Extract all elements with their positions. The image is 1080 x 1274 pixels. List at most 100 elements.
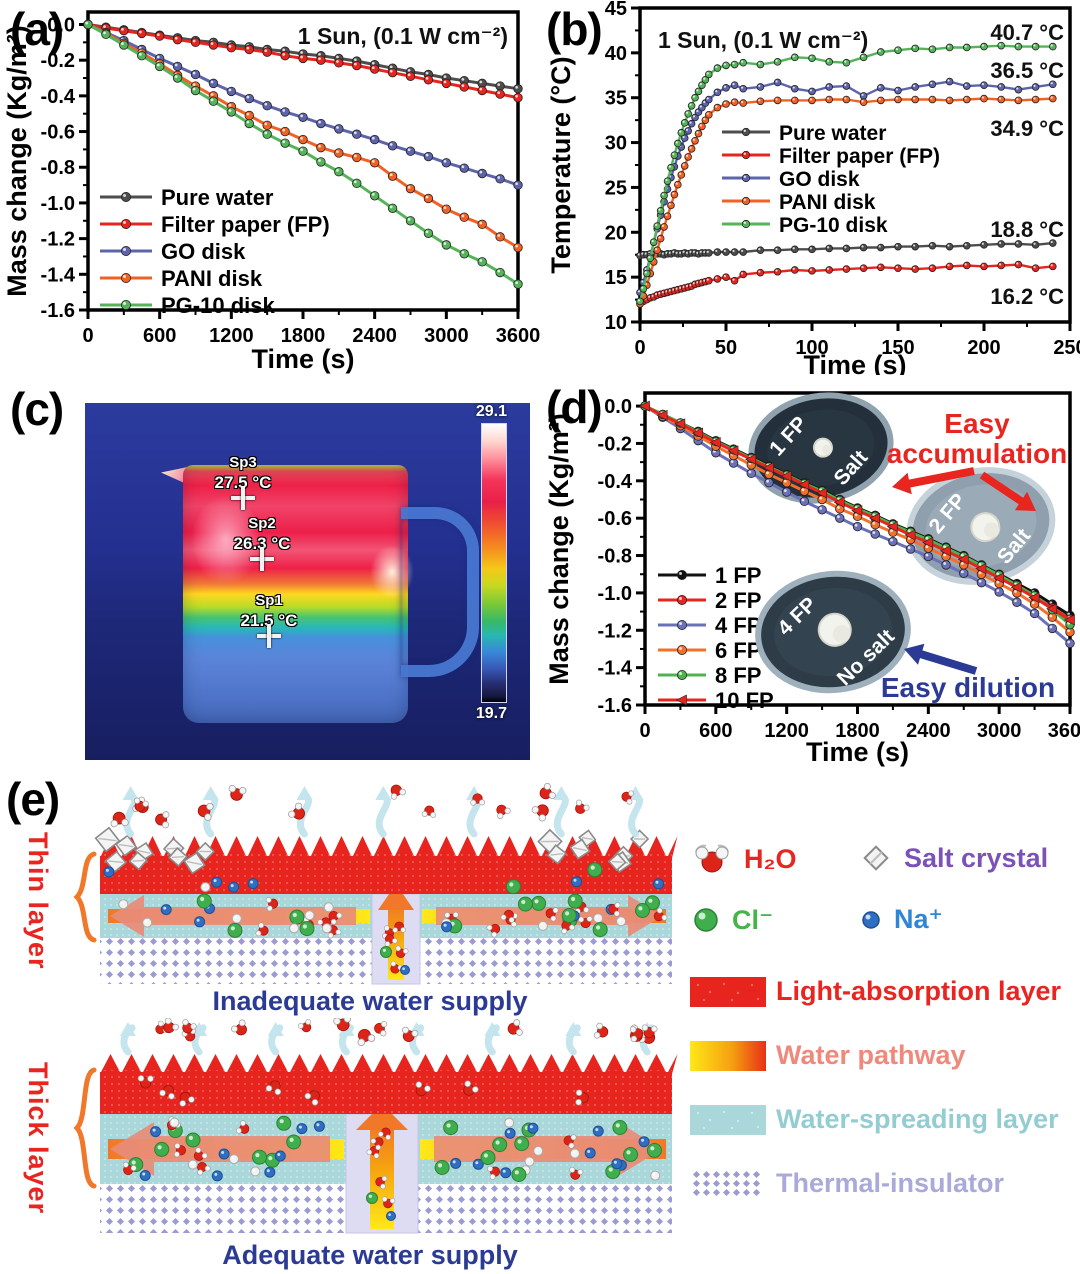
thick-layer-diagram (73, 1018, 678, 1234)
water-molecule-icon (690, 840, 734, 878)
legend-item-label: Thermal-insulator (776, 1168, 1005, 1198)
svg-text:-1.2: -1.2 (598, 620, 632, 642)
panel-e: (e) Thin layer Thick layer Inadequate wa… (0, 770, 1080, 1274)
svg-text:Time (s): Time (s) (806, 737, 909, 767)
svg-text:600: 600 (143, 325, 176, 347)
legend-item-salt-crystal: Salt crystal (858, 840, 1048, 876)
svg-text:20: 20 (605, 222, 627, 244)
svg-text:Easy dilution: Easy dilution (881, 672, 1055, 703)
svg-text:Filter paper (FP): Filter paper (FP) (161, 212, 330, 237)
svg-text:10: 10 (605, 312, 627, 334)
legend-item-label: Water-spreading layer (776, 1104, 1059, 1134)
thermal-colorbar (481, 423, 507, 703)
svg-text:0.0: 0.0 (47, 14, 75, 36)
svg-text:0: 0 (634, 337, 645, 359)
thick-layer-caption: Adequate water supply (222, 1240, 518, 1270)
svg-text:-1.4: -1.4 (41, 264, 76, 286)
svg-text:-0.4: -0.4 (41, 86, 76, 108)
svg-text:6 FP: 6 FP (715, 638, 761, 663)
svg-text:0: 0 (82, 325, 93, 347)
svg-text:-1.6: -1.6 (41, 300, 75, 322)
svg-text:Time (s): Time (s) (251, 344, 354, 374)
svg-text:-0.8: -0.8 (598, 546, 632, 568)
svg-text:2 FP: 2 FP (715, 588, 761, 613)
spot-temperature: 27.5 °C (214, 473, 272, 492)
svg-text:GO disk: GO disk (779, 168, 860, 191)
legend-item-h-o: H₂O (690, 840, 797, 878)
legend-item-water-pathway: Water pathway (690, 1040, 966, 1071)
svg-text:0.0: 0.0 (604, 396, 632, 418)
svg-text:PANI disk: PANI disk (779, 191, 876, 214)
svg-text:accumulation: accumulation (887, 438, 1067, 469)
svg-text:1200: 1200 (764, 720, 809, 742)
svg-text:10 FP: 10 FP (715, 688, 774, 713)
spot-temperature: 21.5 °C (240, 611, 298, 630)
svg-text:0: 0 (639, 720, 650, 742)
legend-item-label: H₂O (744, 843, 797, 874)
svg-text:Easy: Easy (944, 408, 1010, 439)
svg-text:PANI disk: PANI disk (161, 266, 263, 291)
thin-layer-caption: Inadequate water supply (212, 986, 528, 1016)
svg-text:45: 45 (605, 0, 627, 20)
svg-text:Pure water: Pure water (161, 185, 274, 210)
svg-text:35: 35 (605, 88, 627, 110)
svg-text:-0.8: -0.8 (41, 157, 75, 179)
svg-text:1 FP: 1 FP (715, 563, 761, 588)
thermal-insulator-swatch (690, 1168, 766, 1199)
svg-text:1200: 1200 (209, 325, 254, 347)
svg-text:18.8 °C: 18.8 °C (990, 217, 1064, 242)
svg-text:40: 40 (605, 43, 627, 65)
svg-text:Mass change (Kg/m²): Mass change (Kg/m²) (2, 25, 32, 297)
mass-change-materials-chart: 0 600 1200 1800 2400 3000 3600 -1.6 -1.4 -1.2 -1.0… (2, 10, 540, 374)
svg-text:250: 250 (1053, 337, 1080, 359)
salt-crystal-icon (858, 840, 894, 876)
svg-text:36.5 °C: 36.5 °C (990, 58, 1064, 83)
svg-text:4 FP: 4 FP (715, 613, 761, 638)
legend-item-light-absorption-layer: Light-absorption layer (690, 976, 1061, 1007)
water-pathway-swatch (690, 1040, 766, 1071)
svg-text:-0.6: -0.6 (598, 508, 632, 530)
thin-layer-diagram (73, 782, 678, 985)
svg-text:50: 50 (715, 337, 737, 359)
light-absorption-swatch (690, 976, 766, 1007)
svg-text:-0.2: -0.2 (598, 433, 632, 455)
panel-e-letter: (e) (6, 773, 60, 825)
svg-text:8 FP: 8 FP (715, 663, 761, 688)
svg-text:3600: 3600 (496, 325, 540, 347)
panel-d-letter: (d) (546, 381, 603, 433)
svg-text:-1.2: -1.2 (41, 229, 75, 251)
svg-text:1 Sun, (0.1 W cm⁻²): 1 Sun, (0.1 W cm⁻²) (298, 23, 508, 49)
svg-text:3000: 3000 (977, 720, 1022, 742)
svg-text:100: 100 (795, 337, 828, 359)
svg-text:-1.4: -1.4 (598, 658, 633, 680)
legend-item-label: Light-absorption layer (776, 976, 1062, 1006)
chloride-icon (690, 904, 722, 936)
panel-c: (c) Sp3 27.5 °C Sp2 26.3 °C Sp1 21.5 °C … (0, 375, 540, 770)
svg-text:GO disk: GO disk (161, 239, 246, 264)
thick-layer-label: Thick layer (23, 1062, 53, 1215)
sodium-icon (858, 907, 884, 933)
mass-change-fp-chart: 0 600 1200 1800 2400 3000 3600 -1.6 -1.4 -1.2 -1.0… (544, 391, 1080, 767)
svg-text:-0.2: -0.2 (41, 50, 75, 72)
spot-name: Sp2 (248, 515, 276, 532)
svg-text:40.7 °C: 40.7 °C (990, 20, 1064, 45)
svg-text:600: 600 (699, 720, 732, 742)
crosshair-icon (231, 486, 255, 510)
svg-text:150: 150 (881, 337, 914, 359)
svg-text:-1.0: -1.0 (41, 193, 75, 215)
legend-item-label: Salt crystal (904, 842, 1049, 873)
panel-b-letter: (b) (546, 3, 603, 55)
spot-name: Sp1 (255, 592, 283, 609)
crosshair-icon (250, 547, 274, 571)
svg-text:Temperature (°C): Temperature (°C) (546, 56, 576, 273)
svg-text:15: 15 (605, 267, 627, 289)
legend-item-label: Water pathway (776, 1040, 966, 1070)
spot-temperature: 26.3 °C (233, 534, 291, 553)
svg-text:Mass change (Kg/m²): Mass change (Kg/m²) (544, 413, 574, 685)
svg-text:16.2 °C: 16.2 °C (990, 284, 1064, 309)
legend-item-label: Na⁺ (894, 904, 943, 934)
legend-item-thermal-insulator: Thermal-insulator (690, 1168, 1004, 1199)
beaker-body (183, 465, 414, 723)
panel-d: (d) 0 600 1200 1800 2400 3000 3600 -1.6 -1.4 -1.2… (540, 375, 1080, 770)
legend-item-label: Cl⁻ (732, 904, 774, 935)
